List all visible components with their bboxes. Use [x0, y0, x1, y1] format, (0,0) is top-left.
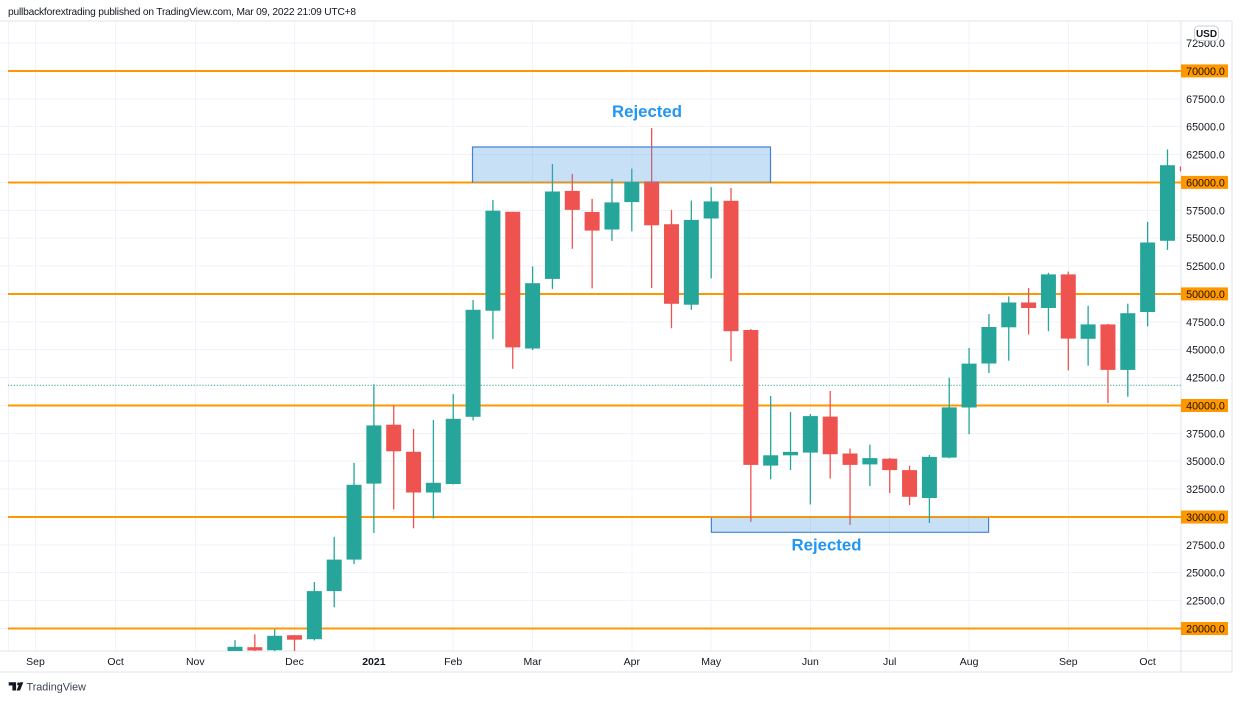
svg-text:57500.0: 57500.0: [1186, 205, 1225, 217]
svg-text:62500.0: 62500.0: [1186, 150, 1225, 162]
svg-text:Rejected: Rejected: [612, 102, 682, 121]
svg-text:65000.0: 65000.0: [1186, 122, 1225, 134]
svg-text:70000.0: 70000.0: [1186, 66, 1225, 78]
svg-text:May: May: [701, 656, 722, 668]
svg-text:Oct: Oct: [107, 656, 123, 668]
svg-text:Jul: Jul: [883, 656, 896, 668]
svg-text:Rejected: Rejected: [792, 536, 862, 555]
svg-text:27500.0: 27500.0: [1186, 540, 1225, 552]
svg-text:TradingView: TradingView: [27, 682, 87, 694]
svg-text:47500.0: 47500.0: [1186, 317, 1225, 329]
svg-text:20000.0: 20000.0: [1186, 624, 1225, 636]
svg-text:Sep: Sep: [1059, 656, 1078, 668]
svg-text:50000.0: 50000.0: [1186, 289, 1225, 301]
svg-text:Feb: Feb: [444, 656, 462, 668]
svg-text:USD: USD: [1196, 29, 1217, 40]
svg-text:67500.0: 67500.0: [1186, 94, 1225, 106]
svg-text:Nov: Nov: [186, 656, 205, 668]
svg-text:Dec: Dec: [285, 656, 304, 668]
svg-text:Aug: Aug: [960, 656, 979, 668]
svg-text:Oct: Oct: [1139, 656, 1155, 668]
svg-text:22500.0: 22500.0: [1186, 596, 1225, 608]
svg-text:Sep: Sep: [26, 656, 45, 668]
svg-text:55000.0: 55000.0: [1186, 233, 1225, 245]
svg-text:pullbackforextrading published: pullbackforextrading published on Tradin…: [8, 7, 356, 18]
svg-text:Apr: Apr: [624, 656, 641, 668]
svg-text:30000.0: 30000.0: [1186, 512, 1225, 524]
svg-text:42500.0: 42500.0: [1186, 373, 1225, 385]
svg-text:25000.0: 25000.0: [1186, 568, 1225, 580]
svg-text:35000.0: 35000.0: [1186, 456, 1225, 468]
svg-text:52500.0: 52500.0: [1186, 261, 1225, 273]
svg-text:32500.0: 32500.0: [1186, 484, 1225, 496]
svg-text:2021: 2021: [362, 656, 386, 668]
svg-text:45000.0: 45000.0: [1186, 345, 1225, 357]
svg-text:60000.0: 60000.0: [1186, 177, 1225, 189]
svg-text:Mar: Mar: [524, 656, 543, 668]
svg-text:40000.0: 40000.0: [1186, 401, 1225, 413]
svg-text:Jun: Jun: [802, 656, 819, 668]
svg-text:37500.0: 37500.0: [1186, 428, 1225, 440]
